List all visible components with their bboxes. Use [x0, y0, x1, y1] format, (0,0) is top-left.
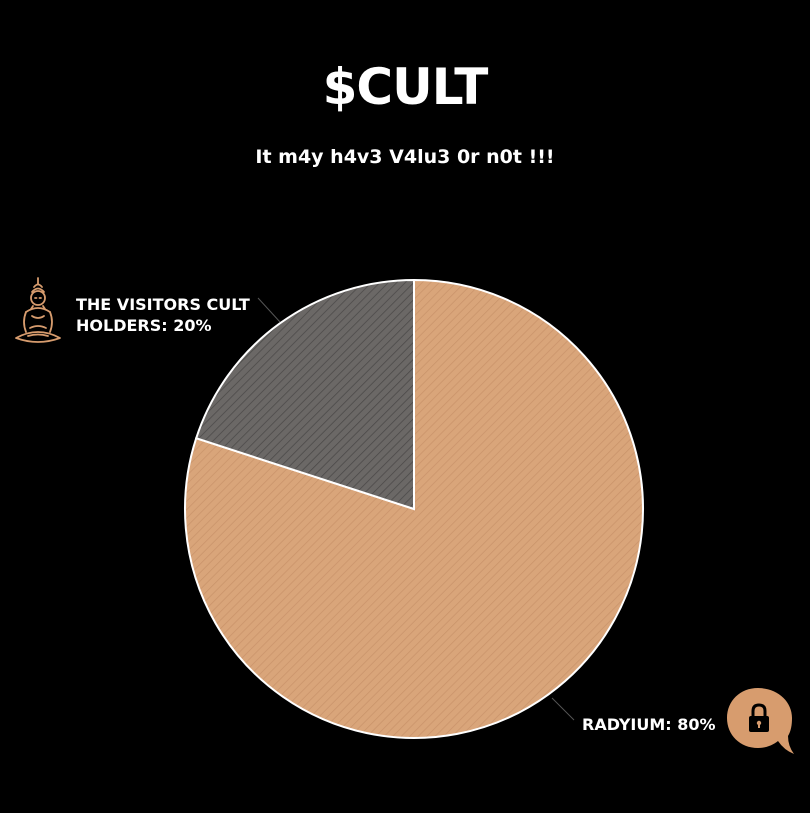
slice-label-visitors-line2: HOLDERS: 20%: [76, 316, 212, 335]
lock-bubble-icon: [724, 686, 798, 764]
slice-label-visitors-line1: THE VISITORS CULT: [76, 295, 250, 314]
slice-label-visitors: THE VISITORS CULT HOLDERS: 20%: [76, 294, 276, 336]
pie-slice-visitors: [194, 278, 415, 511]
chart-title: $CULT: [322, 58, 489, 116]
leader-line-visitors: [257, 297, 281, 323]
pie-slice-radyium: [184, 278, 644, 739]
buddha-icon: [8, 276, 68, 352]
chart-subtitle: It m4y h4v3 V4lu3 0r n0t !!!: [255, 146, 555, 168]
leader-line-radyium: [551, 697, 575, 721]
slice-label-radyium: RADYIUM: 80%: [582, 715, 716, 734]
